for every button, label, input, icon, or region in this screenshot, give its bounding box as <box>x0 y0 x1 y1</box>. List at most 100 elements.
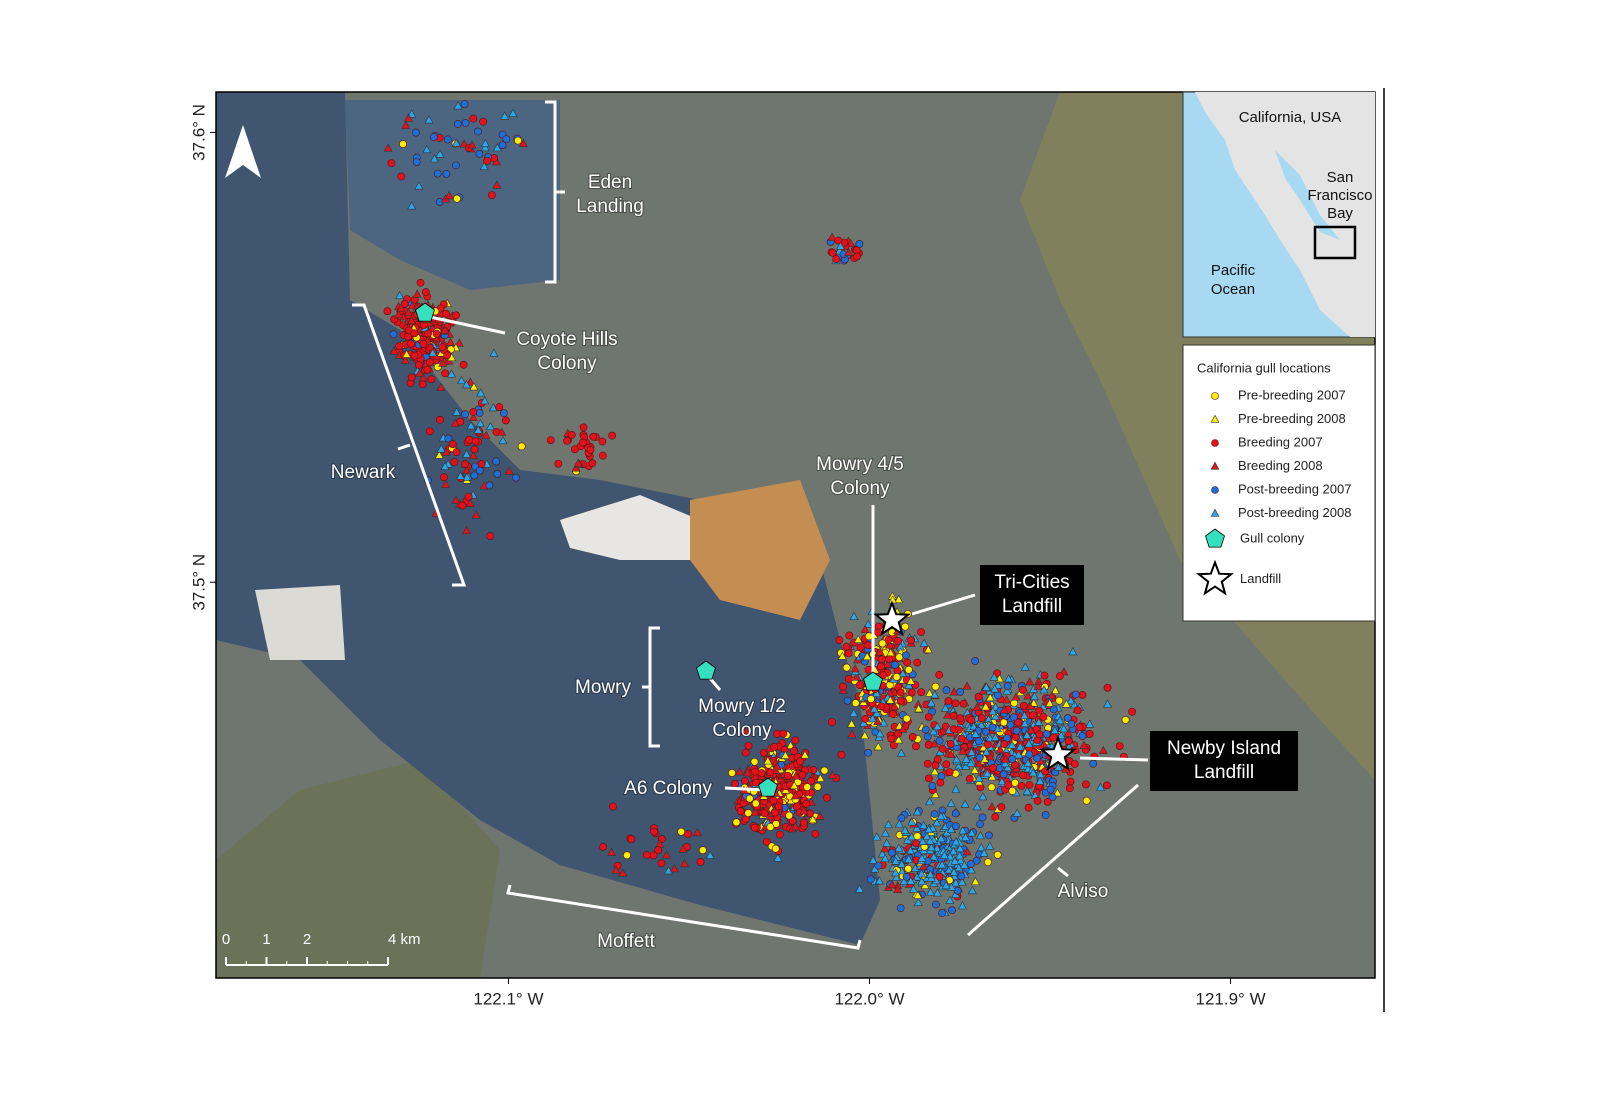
gull-point <box>961 832 971 841</box>
scale-label: 0 <box>222 931 230 948</box>
gull-point <box>967 885 977 895</box>
gull-point <box>1078 732 1087 740</box>
inset-label: San <box>1327 169 1354 186</box>
gull-point <box>956 856 966 865</box>
gull-point <box>877 849 887 858</box>
gull-point <box>1023 691 1033 700</box>
gull-point <box>1098 745 1108 754</box>
gull-point <box>849 611 859 620</box>
gull-point <box>894 637 902 645</box>
gull-point <box>913 658 922 667</box>
annotations <box>352 100 1149 950</box>
gull-point <box>931 682 940 691</box>
gull-point <box>469 382 479 391</box>
gull-point <box>457 375 466 385</box>
landfill-marker <box>1039 735 1077 772</box>
legend-marker <box>1205 528 1225 548</box>
gull-point <box>924 774 933 783</box>
gull-point <box>760 809 769 818</box>
gull-point <box>396 303 406 312</box>
legend-label: Breeding 2008 <box>1238 458 1323 473</box>
gull-point <box>875 876 884 885</box>
gull-point <box>907 688 916 697</box>
gull-point <box>803 783 812 791</box>
gull-point <box>845 631 854 640</box>
gull-point <box>1035 776 1045 785</box>
gull-point <box>891 872 901 881</box>
gull-point <box>435 149 445 158</box>
gull-point <box>698 846 707 855</box>
gull-point <box>1014 718 1023 727</box>
gull-point <box>906 876 916 885</box>
gull-point <box>976 820 984 829</box>
gull-point <box>989 672 999 681</box>
gull-point <box>967 747 976 756</box>
gull-point <box>429 154 439 163</box>
place-label: Landfill <box>1002 596 1062 617</box>
gull-point <box>872 832 882 841</box>
scale-label: 1 <box>262 931 270 948</box>
gull-point <box>878 639 887 648</box>
gull-point <box>501 416 510 425</box>
place-label: Alviso <box>1058 881 1109 902</box>
gull-point <box>426 358 434 367</box>
gull-point <box>414 361 423 369</box>
gull-point <box>874 861 883 870</box>
scale-label: 4 km <box>388 931 421 948</box>
gull-point <box>1079 740 1089 749</box>
gull-point <box>571 445 579 454</box>
gull-point <box>458 501 467 510</box>
gull-point <box>732 818 741 827</box>
gull-point <box>404 307 413 316</box>
gull-point <box>1019 710 1029 720</box>
gull-point <box>677 827 686 836</box>
gull-point <box>867 695 875 703</box>
gull-point <box>471 510 481 519</box>
gull-point <box>789 781 799 790</box>
gull-point <box>1050 725 1060 734</box>
gull-point <box>627 835 636 844</box>
gull-point <box>987 783 996 792</box>
gull-point <box>891 868 900 877</box>
gull-point <box>917 628 925 636</box>
gull-point <box>820 766 829 775</box>
gull-point <box>866 875 875 884</box>
gull-point <box>741 748 750 757</box>
gull-point <box>917 876 927 885</box>
gull-point <box>436 382 446 391</box>
gull-point <box>891 856 901 865</box>
gull-point <box>959 699 968 708</box>
gull-point <box>1052 788 1062 797</box>
gull-point <box>389 330 398 339</box>
gull-point <box>919 638 929 647</box>
gull-point <box>464 492 473 501</box>
gull-point <box>946 740 955 748</box>
gull-point <box>485 421 495 431</box>
gull-point <box>1028 711 1037 720</box>
gull-point <box>976 843 986 852</box>
gull-point <box>872 688 882 697</box>
gull-point <box>1082 796 1091 805</box>
gull-point <box>485 481 494 490</box>
gull-point <box>962 847 972 856</box>
gull-point <box>1000 718 1008 727</box>
gull-point <box>951 784 961 793</box>
gull-point <box>763 756 773 765</box>
legend-marker <box>1210 461 1220 470</box>
gull-point <box>588 459 597 468</box>
gull-point <box>895 653 904 662</box>
gull-point <box>978 792 988 801</box>
gull-point <box>479 117 488 126</box>
gull-point <box>465 435 474 444</box>
gull-point <box>931 761 940 770</box>
legend-label: Gull colony <box>1240 530 1305 545</box>
gull-point <box>952 754 962 764</box>
gull-point <box>775 830 784 839</box>
gull-point <box>932 900 940 909</box>
inset-title: California, USA <box>1239 109 1342 126</box>
gull-point <box>828 718 836 726</box>
legend-marker <box>1211 486 1219 494</box>
scale-label: 2 <box>303 931 311 948</box>
gull-point <box>407 339 415 348</box>
